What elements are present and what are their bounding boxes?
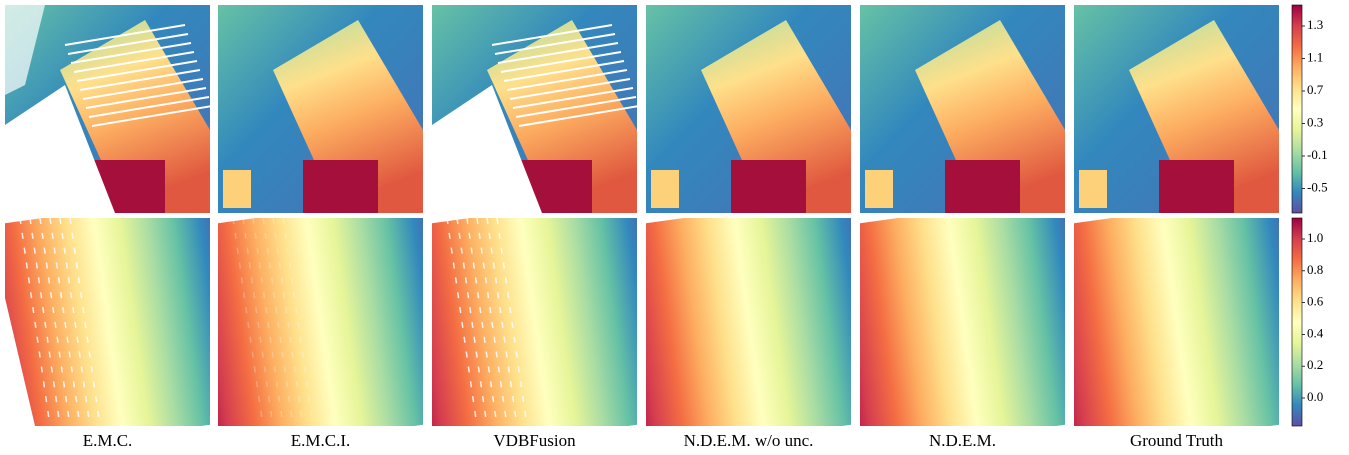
tower — [303, 160, 378, 213]
colorbar — [1292, 218, 1302, 426]
heightmap-bottom — [174, 193, 468, 455]
heightmap-bottom — [1030, 193, 1324, 455]
slope — [816, 193, 1110, 455]
colorbar-tick-label: 1.0 — [1307, 230, 1323, 245]
slope — [0, 193, 255, 455]
heightmap-bottom — [816, 193, 1110, 455]
heightmap-top — [1074, 5, 1279, 213]
page: {"columns": ["E.M.C.", "E.M.C.I.", "VDBF… — [0, 0, 1349, 455]
heightmap-top — [5, 5, 212, 213]
tower — [945, 160, 1020, 213]
column-label: N.D.E.M. — [929, 431, 996, 450]
heightmap-top — [860, 5, 1065, 213]
shed — [1079, 170, 1107, 208]
colorbar-tick-label: 1.3 — [1307, 17, 1323, 32]
heightmap-bottom — [602, 193, 896, 455]
column-label: N.D.E.M. w/o unc. — [684, 431, 814, 450]
slope — [388, 193, 682, 455]
figure: E.M.C. E.M.C.I. VDBFusion N.D.E.M. w/o unc.… — [0, 0, 1349, 455]
heightmap-bottom — [0, 193, 255, 455]
colorbar-tick-label: 0.6 — [1307, 294, 1324, 309]
heightmap-bottom — [388, 193, 682, 455]
colorbar-tick-label: 0.4 — [1307, 325, 1324, 340]
colorbar-tick-label: 0.8 — [1307, 262, 1323, 277]
slope — [174, 193, 468, 455]
column-label: Ground Truth — [1130, 431, 1224, 450]
colorbar-tick-label: 0.3 — [1307, 114, 1323, 129]
column-label: VDBFusion — [493, 431, 576, 450]
slope — [1030, 193, 1324, 455]
tower — [1159, 160, 1234, 213]
colorbar — [1292, 5, 1302, 213]
shed — [651, 170, 679, 208]
colorbar-tick-label: 0.7 — [1307, 82, 1324, 97]
heightmap-top — [218, 5, 423, 213]
colorbar-tick-label: -0.5 — [1307, 179, 1328, 194]
column-label: E.M.C.I. — [291, 431, 351, 450]
colorbar-tick-label: -0.1 — [1307, 147, 1328, 162]
colorbar-tick-label: 0.0 — [1307, 389, 1323, 404]
shed — [865, 170, 893, 208]
slope — [602, 193, 896, 455]
heightmap-top — [432, 5, 639, 213]
column-label: E.M.C. — [83, 431, 133, 450]
tower — [731, 160, 806, 213]
colorbar-tick-label: 1.1 — [1307, 49, 1323, 64]
heightmap-top — [646, 5, 851, 213]
shed — [223, 170, 251, 208]
colorbar-tick-label: 0.2 — [1307, 357, 1323, 372]
